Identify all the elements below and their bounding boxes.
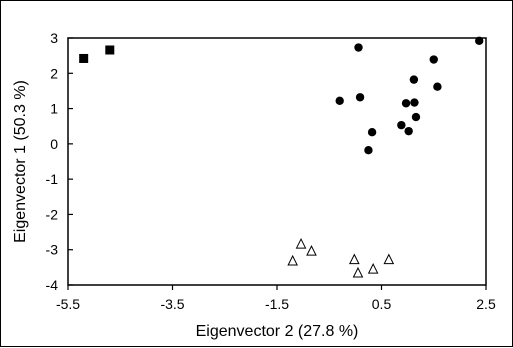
y-tick-label: -4 <box>46 277 59 293</box>
y-tick-label: 0 <box>50 136 58 152</box>
triangle-marker <box>383 253 395 265</box>
y-axis-title: Eigenvector 1 (50.3 %) <box>12 80 29 243</box>
y-tick-label: 1 <box>50 101 58 117</box>
circle-marker <box>364 146 373 155</box>
triangle-marker <box>306 245 317 256</box>
triangle-marker <box>295 237 307 249</box>
x-tick-label: 0.5 <box>372 296 392 312</box>
y-tick-label: 3 <box>50 30 58 46</box>
circle-marker <box>354 43 363 52</box>
circle-marker <box>411 112 421 122</box>
y-tick-label: -1 <box>46 171 59 187</box>
x-tick-label: -1.5 <box>265 296 289 312</box>
circle-marker <box>401 99 411 108</box>
x-tick-label: -5.5 <box>56 296 80 312</box>
data-markers <box>79 36 484 278</box>
circle-marker <box>409 75 419 84</box>
circle-marker <box>335 96 344 106</box>
triangle-marker <box>352 266 364 278</box>
circle-marker <box>355 93 365 102</box>
circle-marker <box>429 55 438 64</box>
x-axis-title: Eigenvector 2 (27.8 %) <box>196 323 359 340</box>
triangle-marker <box>349 253 360 265</box>
x-tick-label: 2.5 <box>476 296 496 312</box>
circle-marker <box>475 36 484 46</box>
plot-frame <box>67 37 487 286</box>
x-tick-label: -3.5 <box>160 296 184 312</box>
square-marker <box>79 53 89 63</box>
triangle-marker <box>287 254 298 266</box>
circle-marker <box>433 82 442 91</box>
circle-marker <box>397 120 406 130</box>
circle-marker <box>404 126 413 136</box>
y-tick-label: 2 <box>50 65 58 81</box>
triangle-marker <box>367 263 379 274</box>
square-marker <box>105 45 115 55</box>
circle-marker <box>367 128 377 137</box>
y-tick-label: -3 <box>46 242 59 258</box>
circle-marker <box>410 98 419 107</box>
y-tick-label: -2 <box>46 206 59 222</box>
axes: -4 -3 -2 -1 0 1 2 3 -5.5 -3.5 -1.5 0.5 2.5 <box>46 30 496 312</box>
plot-area <box>67 37 487 286</box>
